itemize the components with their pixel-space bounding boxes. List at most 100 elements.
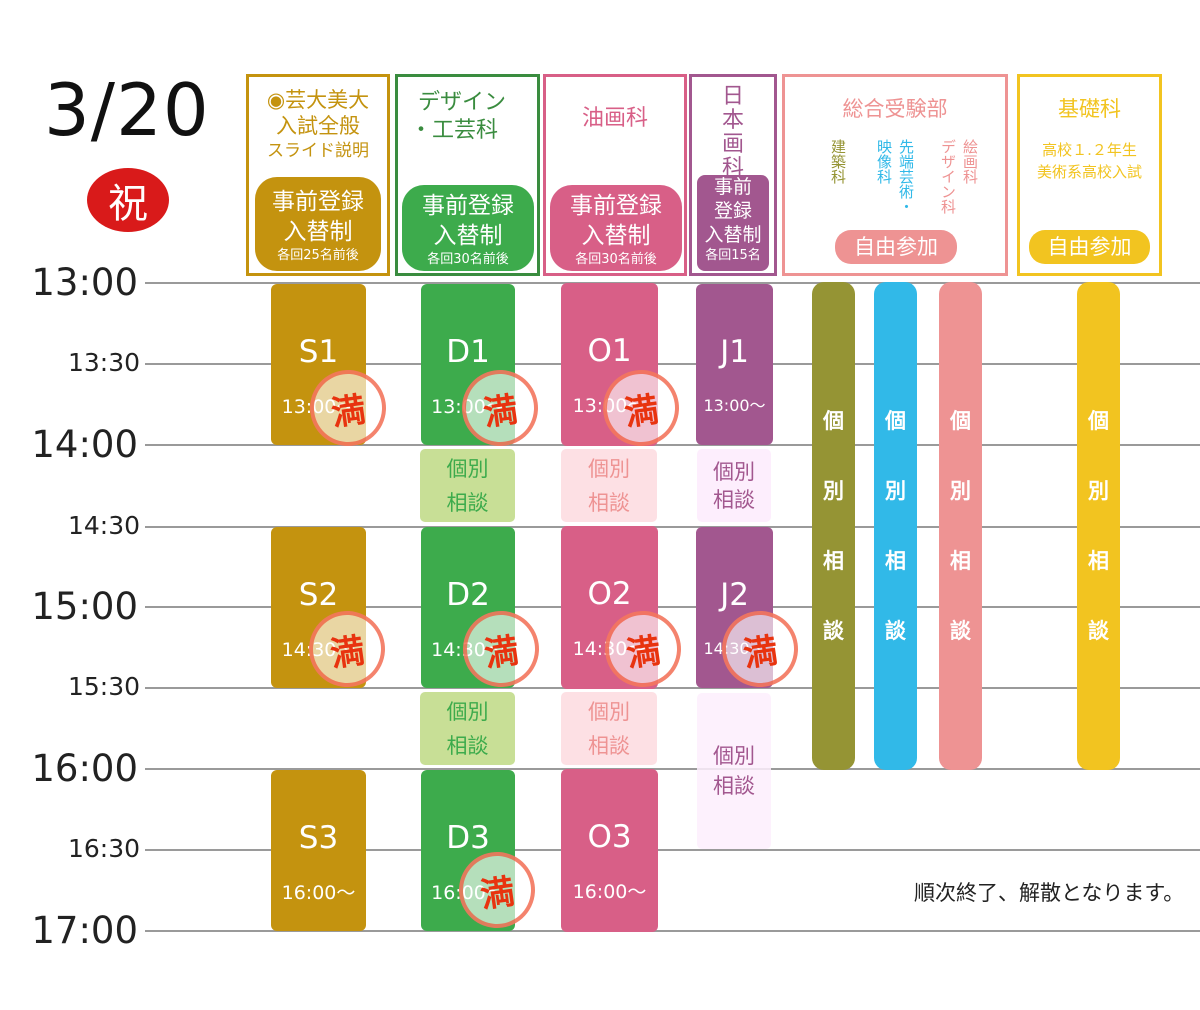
badge-text: 事前登録 — [272, 189, 364, 215]
bar-char: 別 — [950, 479, 971, 503]
consult-text: 相談 — [713, 487, 755, 512]
japanese-consult-2[interactable]: 個別 相談 — [697, 693, 771, 849]
badge-capacity: 各回30名前後 — [427, 252, 509, 267]
slot-time: 13:00〜 — [703, 396, 766, 415]
slot-code: S1 — [298, 334, 339, 370]
bar-char: 談 — [1088, 619, 1109, 643]
oil-title: 油画科 — [581, 106, 648, 131]
oil-consult-1[interactable]: 個別 相談 — [561, 449, 657, 522]
bar-char: 別 — [823, 479, 844, 503]
foundation-title: 基礎科 — [1058, 97, 1121, 121]
bar-char: 別 — [885, 479, 906, 503]
seminar-registration-badge: 事前登録 入替制 各回25名前後 — [255, 177, 381, 271]
seminar-title-2: 入試全般 — [276, 114, 360, 138]
badge-text: 事前登録 — [570, 193, 662, 219]
general-free-badge: 自由参加 — [835, 230, 957, 264]
header-foundation: 基礎科 高校１.２年生 美術系高校入試 自由参加 — [1017, 74, 1162, 276]
slot-J1[interactable]: J1 13:00〜 — [696, 284, 773, 445]
japanese-registration-badge: 事前 登録 入替制 各回15名 — [697, 175, 769, 271]
painting-consult-bar[interactable]: 個 別 相 談 — [939, 282, 982, 770]
gridline-1630 — [145, 849, 1200, 851]
slot-S3[interactable]: S3 16:00〜 — [271, 770, 366, 931]
badge-text: 登録 — [713, 200, 752, 222]
consult-text: 個別 — [713, 459, 755, 484]
badge-text: 入替制 — [283, 219, 353, 245]
japanese-consult-1[interactable]: 個別 相談 — [697, 449, 771, 522]
badge-capacity: 各回15名 — [705, 248, 761, 263]
foundation-sub-2: 美術系高校入試 — [1036, 163, 1142, 181]
bar-char: 別 — [1088, 479, 1109, 503]
design-title-2: ・工芸科 — [410, 118, 499, 143]
slot-code: S3 — [298, 820, 339, 856]
badge-text: 事前登録 — [422, 193, 514, 219]
gridline-1300 — [145, 282, 1200, 284]
bar-char: 相 — [885, 549, 906, 573]
holiday-badge: 祝 — [87, 168, 169, 232]
architecture-consult-bar[interactable]: 個 別 相 談 — [812, 282, 855, 770]
gridline-1600 — [145, 768, 1200, 770]
consult-text: 相談 — [588, 733, 630, 758]
slot-code: O1 — [587, 333, 632, 369]
date-label: 3/20 — [44, 68, 210, 152]
bar-char: 個 — [823, 409, 844, 433]
time-label: 14:00 — [31, 423, 138, 466]
time-label: 17:00 — [31, 909, 138, 952]
foundation-consult-bar[interactable]: 個 別 相 談 — [1077, 282, 1120, 770]
design-title-1: デザイン — [418, 90, 507, 115]
design-consult-1[interactable]: 個別 相談 — [420, 449, 515, 522]
sub-advanced-1: 先端芸術・ — [897, 139, 915, 214]
foundation-free-badge: 自由参加 — [1029, 230, 1150, 264]
bar-char: 談 — [950, 619, 971, 643]
slot-time: 16:00〜 — [281, 882, 356, 904]
sub-painting-2: デザイン科 — [939, 139, 957, 214]
header-general: 総合受験部 建築科 先端芸術・ 映像科 絵画科 デザイン科 自由参加 — [782, 74, 1008, 276]
consult-text: 個別 — [446, 456, 489, 481]
oil-consult-2[interactable]: 個別 相談 — [561, 692, 657, 765]
bar-char: 相 — [950, 549, 971, 573]
header-oil: 油画科 事前登録 入替制 各回30名前後 — [543, 74, 687, 276]
advanced-consult-bar[interactable]: 個 別 相 談 — [874, 282, 917, 770]
oil-registration-badge: 事前登録 入替制 各回30名前後 — [550, 185, 682, 271]
title-char: 本 — [721, 108, 744, 133]
consult-text: 相談 — [713, 774, 755, 798]
foundation-sub-1: 高校１.２年生 — [1042, 141, 1137, 159]
badge-capacity: 各回30名前後 — [575, 252, 657, 267]
seminar-title-1: ◉芸大美大 — [266, 88, 370, 112]
consult-text: 相談 — [588, 490, 630, 515]
badge-text: 入替制 — [433, 223, 503, 249]
closing-note: 順次終了、解散となります。 — [914, 881, 1185, 905]
title-char: 画 — [721, 132, 744, 157]
time-label: 14:30 — [67, 511, 140, 540]
badge-capacity: 各回25名前後 — [277, 248, 359, 263]
consult-text: 個別 — [588, 456, 630, 481]
time-label: 15:30 — [67, 672, 140, 701]
badge-text: 入替制 — [581, 223, 651, 249]
slot-code: O2 — [587, 576, 632, 612]
badge-text: 入替制 — [704, 224, 762, 246]
bar-char: 談 — [885, 619, 906, 643]
seminar-title-3: スライド説明 — [267, 141, 369, 161]
gridline-1400 — [145, 444, 1200, 446]
bar-char: 談 — [823, 619, 844, 643]
design-consult-2[interactable]: 個別 相談 — [420, 692, 515, 765]
bar-char: 相 — [823, 549, 844, 573]
slot-code: D3 — [446, 820, 490, 856]
time-label: 13:00 — [31, 261, 138, 304]
gridline-1700 — [145, 930, 1200, 932]
gridline-1330 — [145, 363, 1200, 365]
japanese-title: 日 本 画 科 — [692, 85, 774, 181]
header-japanese: 日 本 画 科 事前 登録 入替制 各回15名 — [689, 74, 777, 276]
slot-time: 16:00〜 — [572, 881, 647, 903]
slot-code: D2 — [446, 577, 490, 613]
consult-text: 相談 — [446, 490, 489, 515]
slot-code: S2 — [298, 577, 339, 613]
slot-code: J1 — [720, 334, 749, 370]
bar-char: 相 — [1088, 549, 1109, 573]
bar-char: 個 — [950, 409, 971, 433]
bar-char: 個 — [885, 409, 906, 433]
consult-text: 個別 — [446, 699, 489, 724]
slot-S2[interactable]: S2 14:30〜 — [271, 527, 366, 688]
slot-code: J2 — [720, 577, 749, 613]
slot-O3[interactable]: O3 16:00〜 — [561, 769, 658, 932]
general-title: 総合受験部 — [842, 97, 948, 121]
